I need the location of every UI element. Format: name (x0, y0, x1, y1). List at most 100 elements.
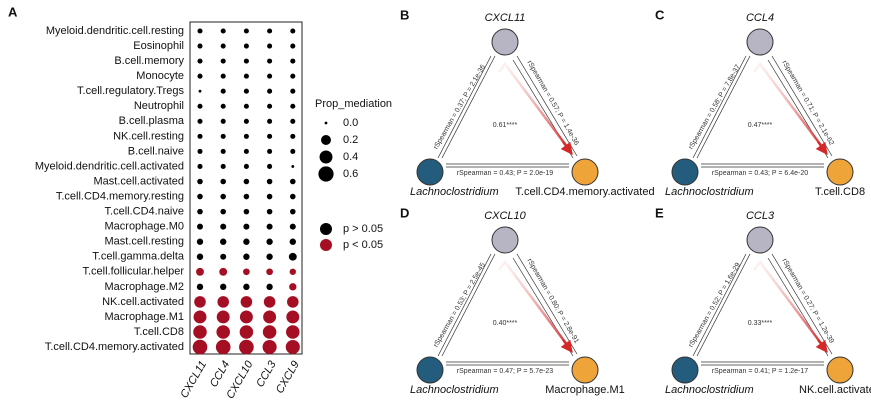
dot (198, 89, 202, 93)
size-legend-dot (319, 150, 333, 164)
dot (197, 43, 203, 49)
mediation-arrow (498, 259, 572, 351)
edge-line (437, 55, 492, 159)
row-label: B.cell.memory (114, 55, 184, 67)
gene-label: CXCL11 (485, 12, 526, 24)
dot (243, 43, 249, 49)
dot (267, 148, 273, 154)
row-label: T.cell.CD4.memory.resting (56, 190, 184, 202)
dot (266, 193, 273, 200)
dot (286, 310, 300, 324)
dot (290, 43, 296, 49)
row-label: T.cell.follicular.helper (83, 266, 185, 278)
dot (290, 148, 296, 154)
dot (243, 103, 249, 109)
dot (220, 253, 227, 260)
dot (216, 325, 230, 339)
dot (266, 253, 273, 260)
size-legend-dot (321, 135, 331, 145)
dot (267, 118, 273, 124)
row-label: Macrophage.M0 (105, 221, 185, 233)
dot (289, 238, 296, 245)
edge-label: rSpearman = 0.47; P = 5.7e-23 (457, 368, 553, 375)
dot (220, 133, 226, 139)
edge-line (441, 253, 496, 357)
dot (243, 133, 249, 139)
size-legend-label: 0.0 (343, 117, 358, 129)
row-label: Neutrophil (134, 100, 184, 112)
row-label: T.cell.CD4.memory.activated (45, 341, 184, 353)
source-node (671, 356, 699, 384)
source-node (416, 158, 444, 186)
size-legend-label: 0.6 (343, 168, 358, 180)
dot (266, 283, 273, 291)
row-label: Macrophage.M1 (105, 311, 185, 323)
edge-label: rSpearman = 0.52; P = 1.6e-29 (688, 262, 742, 349)
edge-line (516, 55, 578, 157)
size-legend-label: 0.2 (343, 134, 358, 146)
dot (289, 223, 296, 230)
dot (220, 208, 226, 215)
row-label: T.cell.gamma.delta (92, 251, 185, 263)
row-label: Mast.cell.activated (94, 175, 184, 187)
row-label: Myeloid.dendritic.cell.resting (46, 25, 184, 37)
target-node (826, 158, 854, 186)
dot (215, 339, 231, 355)
panel-letter: D (400, 205, 409, 220)
dot (243, 208, 250, 215)
dot (243, 118, 249, 124)
mediation-arrow-head (815, 141, 828, 155)
row-label: T.cell.regulatory.Tregs (77, 85, 184, 97)
dot (220, 88, 226, 94)
dot (220, 43, 226, 49)
edge-label: rSpearman = 0.58; P = 7.8e-37 (688, 64, 742, 151)
mediation-value: 0.33**** (748, 320, 773, 327)
target-label: NK.cell.activated (799, 384, 871, 396)
row-label: NK.cell.resting (113, 130, 184, 142)
dot (290, 178, 296, 185)
dot (192, 339, 208, 355)
row-label: B.cell.plasma (119, 115, 185, 127)
dot (197, 118, 203, 124)
dot (289, 283, 297, 291)
dot (266, 223, 273, 230)
edge-label: rSpearman = 0.37; P = 2.1e-36 (433, 64, 487, 151)
dot (220, 283, 227, 291)
dot (266, 178, 273, 185)
target-node (826, 356, 854, 384)
size-legend-dot (318, 166, 334, 182)
target-node (571, 158, 599, 186)
dot (220, 148, 226, 154)
edge-line (692, 55, 747, 159)
dot (220, 223, 227, 230)
row-label: Eosinophil (133, 40, 184, 52)
row-label: NK.cell.activated (102, 296, 184, 308)
dot (217, 296, 229, 308)
dot (290, 103, 296, 109)
panel-letter: B (400, 7, 409, 22)
dot (290, 193, 296, 200)
edge-line (696, 55, 751, 159)
dot (197, 148, 203, 154)
edge-line (516, 253, 578, 355)
dot (193, 310, 207, 324)
dot (266, 268, 273, 276)
dot (267, 133, 273, 139)
size-legend-label: 0.4 (343, 151, 358, 163)
dot (216, 310, 230, 324)
dot (243, 58, 249, 64)
source-label: Lachnoclostridium (410, 384, 499, 396)
dot (220, 73, 226, 79)
mediation-arrow-head (815, 339, 828, 353)
column-label: CXCL9 (274, 359, 302, 396)
dot (243, 73, 249, 79)
dot (267, 88, 273, 94)
dot (243, 178, 250, 185)
dot (197, 163, 203, 169)
edge-label: rSpearman = 0.43; P = 2.0e-19 (457, 170, 553, 177)
dot (197, 58, 203, 64)
dot (285, 339, 300, 355)
dot (290, 118, 296, 124)
dot (287, 296, 299, 308)
